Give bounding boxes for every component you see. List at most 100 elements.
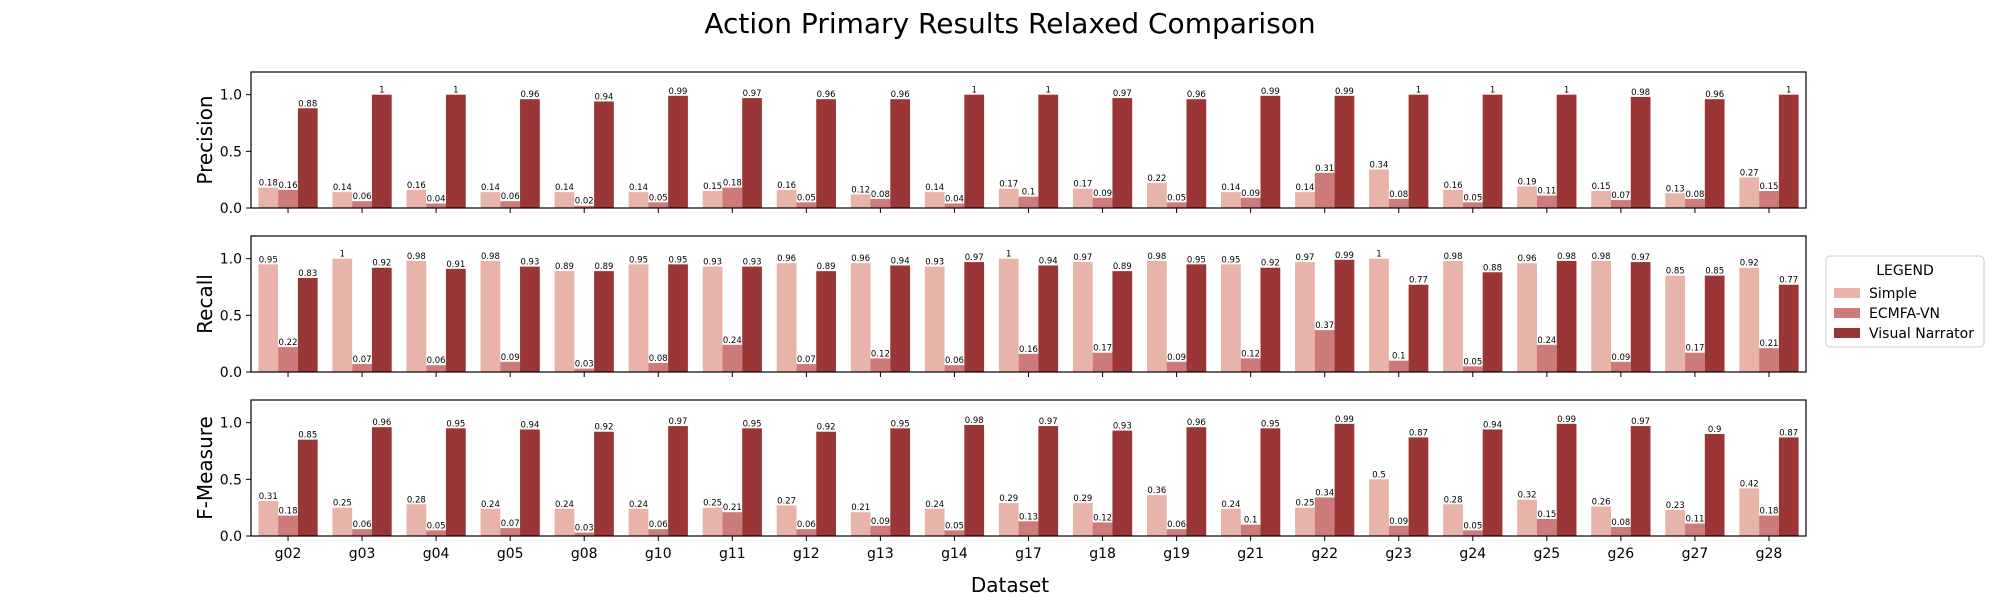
data-label: 0.99 bbox=[1261, 87, 1280, 97]
bar bbox=[1146, 495, 1167, 536]
bar bbox=[1388, 198, 1409, 208]
bar bbox=[445, 94, 466, 208]
bar bbox=[1517, 499, 1537, 536]
bar bbox=[500, 361, 521, 372]
data-label: 0.95 bbox=[446, 419, 465, 429]
bar bbox=[297, 108, 318, 208]
data-label: 0.85 bbox=[298, 431, 317, 441]
x-tick-label: g11 bbox=[719, 546, 746, 562]
data-label: 0.83 bbox=[298, 269, 317, 279]
y-tick-label: 0.0 bbox=[220, 201, 242, 217]
bar bbox=[796, 364, 817, 372]
bar bbox=[850, 194, 871, 208]
data-label: 0.94 bbox=[594, 92, 613, 102]
x-tick-label: g22 bbox=[1311, 546, 1338, 562]
data-label: 0.99 bbox=[1557, 415, 1576, 425]
bar bbox=[648, 529, 669, 536]
data-label: 0.06 bbox=[427, 356, 446, 366]
bar bbox=[1611, 361, 1631, 372]
data-label: 0.06 bbox=[1167, 520, 1186, 530]
bar bbox=[1186, 99, 1207, 208]
bar bbox=[1759, 191, 1779, 208]
y-axis-label: F-Measure bbox=[193, 416, 217, 520]
y-tick-label: 0.0 bbox=[220, 529, 242, 545]
data-label: 0.06 bbox=[501, 192, 520, 202]
data-label: 0.24 bbox=[1221, 500, 1240, 510]
data-label: 1 bbox=[1564, 86, 1569, 96]
data-label: 0.24 bbox=[629, 500, 648, 510]
data-label: 0.05 bbox=[1463, 357, 1482, 367]
data-label: 0.87 bbox=[1409, 428, 1428, 438]
bar bbox=[1240, 197, 1261, 208]
bar bbox=[406, 189, 427, 208]
bar bbox=[1112, 430, 1133, 536]
bar bbox=[554, 271, 575, 372]
data-label: 0.95 bbox=[669, 255, 688, 265]
data-label: 0.96 bbox=[851, 254, 870, 264]
bar bbox=[1630, 262, 1651, 372]
bar bbox=[1759, 348, 1779, 372]
data-label: 1 bbox=[1416, 86, 1421, 96]
bar bbox=[1112, 98, 1133, 208]
data-label: 0.91 bbox=[446, 260, 465, 270]
bar bbox=[1334, 95, 1355, 208]
y-tick-label: 1.0 bbox=[220, 88, 242, 104]
bar bbox=[1611, 200, 1631, 208]
data-label: 0.95 bbox=[1187, 255, 1206, 265]
x-tick-label: g17 bbox=[1015, 546, 1042, 562]
data-label: 0.08 bbox=[1611, 518, 1630, 528]
data-label: 0.89 bbox=[594, 262, 613, 272]
data-label: 0.04 bbox=[945, 194, 964, 204]
bar bbox=[850, 263, 871, 372]
data-label: 0.25 bbox=[1295, 499, 1314, 509]
bar bbox=[1462, 530, 1483, 536]
bar bbox=[1146, 183, 1167, 208]
data-label: 0.18 bbox=[279, 507, 298, 517]
bar bbox=[426, 365, 446, 372]
bar bbox=[1482, 94, 1503, 208]
data-label: 0.14 bbox=[1295, 183, 1314, 193]
data-label: 0.18 bbox=[723, 179, 742, 189]
bar bbox=[776, 189, 797, 208]
data-label: 0.05 bbox=[1463, 521, 1482, 531]
panel-recall: 0.95 1 0.98 0.98 0.89 0.95 0.93 0.96 0.96 0.93 1 0.… bbox=[193, 235, 1807, 381]
bar bbox=[1186, 427, 1207, 536]
data-label: 0.24 bbox=[555, 500, 574, 510]
data-label: 0.95 bbox=[1221, 255, 1240, 265]
bar bbox=[554, 192, 575, 208]
bar bbox=[944, 365, 965, 372]
bar bbox=[278, 515, 298, 536]
data-label: 0.97 bbox=[1073, 253, 1092, 263]
bar bbox=[702, 191, 723, 208]
bar bbox=[1630, 96, 1651, 208]
bar bbox=[870, 525, 891, 536]
bar bbox=[574, 205, 595, 208]
data-label: 0.94 bbox=[520, 420, 539, 430]
bar bbox=[332, 192, 353, 208]
data-label: 0.28 bbox=[407, 495, 426, 505]
bar bbox=[796, 529, 817, 536]
data-label: 0.98 bbox=[1592, 252, 1611, 262]
x-tick-label: g05 bbox=[497, 546, 524, 562]
bar bbox=[520, 429, 540, 536]
data-label: 0.07 bbox=[353, 355, 372, 365]
bar bbox=[742, 428, 762, 536]
bar bbox=[1038, 265, 1059, 372]
data-label: 0.93 bbox=[1113, 422, 1132, 432]
bar bbox=[1665, 275, 1686, 372]
data-label: 0.31 bbox=[1315, 164, 1334, 174]
data-label: 1 bbox=[453, 86, 458, 96]
data-label: 0.25 bbox=[703, 499, 722, 509]
bar bbox=[1186, 264, 1207, 372]
bar bbox=[628, 508, 649, 536]
bar bbox=[1072, 503, 1093, 536]
data-label: 0.13 bbox=[1666, 184, 1685, 194]
data-label: 0.05 bbox=[797, 193, 816, 203]
bar bbox=[258, 264, 279, 372]
bar bbox=[480, 508, 501, 536]
bar bbox=[1146, 260, 1167, 372]
bar bbox=[1092, 522, 1113, 536]
data-label: 0.04 bbox=[427, 194, 446, 204]
bar bbox=[964, 94, 985, 208]
bar bbox=[1072, 188, 1093, 208]
